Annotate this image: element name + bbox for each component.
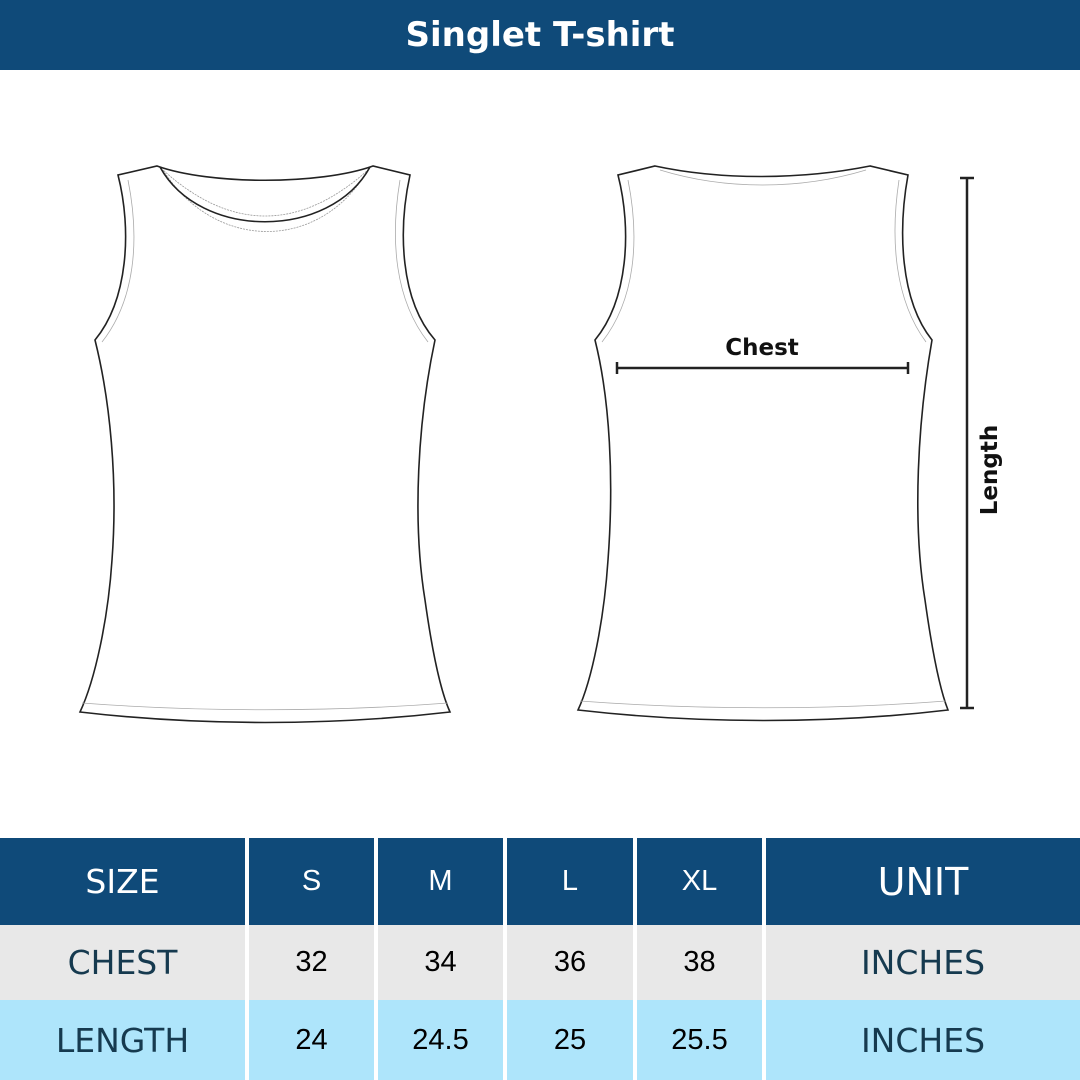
chest-xl: 38 xyxy=(637,925,762,1000)
header-size: SIZE xyxy=(0,838,245,925)
length-measure-line xyxy=(960,176,974,710)
chest-l: 36 xyxy=(507,925,633,1000)
row-label-length: LENGTH xyxy=(0,1000,245,1080)
shirt-diagram: Chest Length xyxy=(78,165,1003,724)
length-label: Length xyxy=(977,425,1003,515)
header-s: S xyxy=(249,838,374,925)
length-m: 24.5 xyxy=(378,1000,503,1080)
chest-label: Chest xyxy=(725,335,799,361)
length-xl: 25.5 xyxy=(637,1000,762,1080)
header-unit: UNIT xyxy=(766,838,1080,925)
page-title: Singlet T-shirt xyxy=(0,0,1080,70)
length-unit: INCHES xyxy=(766,1000,1080,1080)
chest-measure-line xyxy=(615,362,910,374)
header-m: M xyxy=(378,838,503,925)
row-label-chest: CHEST xyxy=(0,925,245,1000)
header-l: L xyxy=(507,838,633,925)
back-shirt-outline xyxy=(576,165,950,722)
chest-m: 34 xyxy=(378,925,503,1000)
size-table: SIZE S M L XL UNIT CHEST 32 34 36 38 INC… xyxy=(0,838,1080,1080)
front-shirt-outline xyxy=(78,165,452,724)
header-xl: XL xyxy=(637,838,762,925)
length-s: 24 xyxy=(249,1000,374,1080)
chest-unit: INCHES xyxy=(766,925,1080,1000)
length-l: 25 xyxy=(507,1000,633,1080)
chest-s: 32 xyxy=(249,925,374,1000)
